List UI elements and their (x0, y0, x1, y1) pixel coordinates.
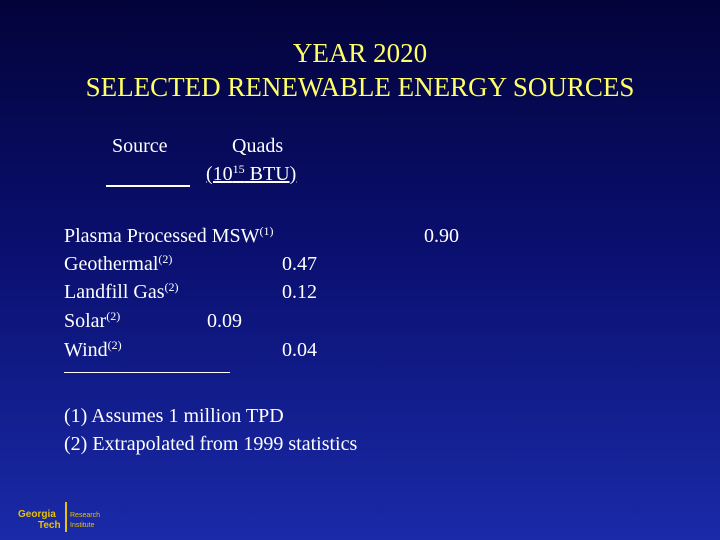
table-row-source: Landfill Gas(2) (64, 280, 179, 304)
title-line-2: SELECTED RENEWABLE ENERGY SOURCES (85, 72, 635, 102)
units-exponent: 15 (232, 162, 245, 176)
row-source-label: Solar (64, 310, 107, 332)
table-row-source: Plasma Processed MSW(1) (64, 224, 274, 248)
row-source-label: Plasma Processed MSW (64, 225, 260, 247)
row-source-label: Wind (64, 339, 108, 361)
logo-right-line-2: Institute (70, 522, 95, 529)
logo-divider (65, 502, 67, 532)
row-source-label: Landfill Gas (64, 281, 165, 303)
footnote-2: (2) Extrapolated from 1999 statistics (64, 433, 358, 455)
table-row-value: 0.12 (282, 281, 317, 303)
table-row-source: Geothermal(2) (64, 252, 172, 276)
units-suffix: BTU) (244, 163, 297, 185)
row-footnote-marker: (2) (107, 338, 122, 352)
row-source-label: Geothermal (64, 253, 159, 275)
column-header-source: Source (112, 135, 168, 157)
table-row-source: Solar(2) (64, 309, 120, 333)
logo-left-line-1: Georgia (18, 509, 56, 520)
footnote-1: (1) Assumes 1 million TPD (64, 405, 284, 427)
table-row-value: 0.90 (424, 225, 459, 247)
footnote-divider (64, 372, 230, 373)
column-header-units: (1015 BTU) (206, 162, 296, 186)
title-line-1: YEAR 2020 (292, 38, 428, 68)
units-prefix: (10 (206, 163, 233, 185)
slide-title: YEAR 2020 SELECTED RENEWABLE ENERGY SOUR… (0, 36, 720, 104)
row-footnote-marker: (2) (164, 280, 179, 294)
column-header-quads: Quads (232, 135, 284, 157)
table-row-value: 0.09 (207, 310, 242, 332)
table-row-source: Wind(2) (64, 338, 122, 362)
georgia-tech-logo: Georgia Tech Research Institute (18, 502, 100, 532)
logo-right-line-1: Research (70, 512, 100, 519)
row-footnote-marker: (2) (158, 252, 173, 266)
row-footnote-marker: (2) (106, 309, 121, 323)
table-row-value: 0.47 (282, 253, 317, 275)
source-header-underline (106, 185, 190, 187)
logo-left-line-2: Tech (38, 520, 61, 531)
row-footnote-marker: (1) (259, 224, 274, 238)
table-row-value: 0.04 (282, 339, 317, 361)
